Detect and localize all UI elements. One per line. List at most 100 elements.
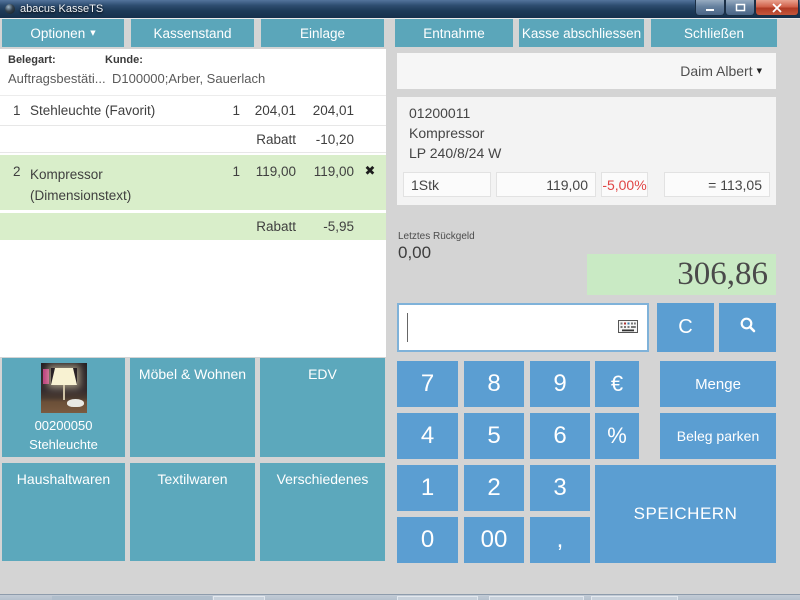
row-name: Stehleuchte (Favorit) [30,103,156,118]
discount-label: Rabatt [256,219,296,234]
category-tile-moebel-wohnen[interactable]: Möbel & Wohnen [130,358,255,457]
product-discount-cell[interactable]: -5,00% [601,172,648,197]
kunde-label: Kunde: [105,54,143,66]
row-total: 119,00 [313,164,354,179]
keyboard-icon[interactable] [618,320,638,338]
favorite-product-tile[interactable]: 00200050 Stehleuchte [2,358,125,457]
minimize-icon [706,9,714,11]
product-photo [40,363,87,413]
search-button[interactable] [719,303,776,352]
row-total: 204,01 [312,103,354,118]
maximize-button[interactable] [725,0,755,16]
category-tile-textilwaren[interactable]: Textilwaren [130,463,255,561]
close-icon [772,2,782,13]
last-change-label: Letztes Rückgeld [398,231,475,242]
remove-row-icon[interactable]: ✖ [364,164,376,179]
category-label: Verschiedenes [276,471,369,487]
total-display: 306,86 [587,254,776,295]
receipt-header: Belegart: Auftragsbestäti... Kunde: D100… [0,49,386,96]
window-title: abacus KasseTS [20,3,104,15]
text-caret [407,313,408,342]
minimize-button[interactable] [695,0,725,16]
taskbar-item[interactable] [591,596,678,600]
category-label: Textilwaren [157,471,228,487]
product-price-cell[interactable]: 119,00 [496,172,596,197]
close-button[interactable] [755,0,799,16]
category-tile-edv[interactable]: EDV [260,358,385,457]
numpad-euro[interactable]: € [595,361,639,407]
last-change-value: 0,00 [398,243,432,262]
belegart-value[interactable]: Auftragsbestäti... [8,71,106,86]
cashier-dropdown[interactable]: Daim Albert ▼ [397,53,776,89]
kunde-value[interactable]: D100000;Arber, Sauerlach [112,71,266,86]
row-pos: 1 [13,103,21,118]
numpad-0[interactable]: 0 [397,517,458,563]
cashier-name: Daim Albert [680,63,753,79]
numpad-percent[interactable]: % [595,413,639,459]
numpad-4[interactable]: 4 [397,413,458,459]
taskbar-item[interactable] [397,596,478,600]
kasse-abschliessen-button[interactable]: Kasse abschliessen [519,19,644,47]
category-tile-verschiedenes[interactable]: Verschiedenes [260,463,385,561]
discount-label: Rabatt [256,131,296,147]
numpad-9[interactable]: 9 [530,361,590,407]
clear-label: C [678,316,693,338]
window-titlebar: abacus KasseTS [0,0,800,19]
kasse-abschliessen-label: Kasse abschliessen [521,25,642,41]
row-name: Kompressor [30,167,103,182]
taskbar-item[interactable] [213,596,265,600]
favorite-product-name: Stehleuchte [29,437,98,452]
schliessen-label: Schließen [683,25,745,41]
clear-button[interactable]: C [657,303,714,352]
product-result-cell: = 113,05 [664,172,770,197]
taskbar-item[interactable] [52,596,212,600]
row-qty: 1 [232,164,240,179]
product-number: 01200011 [409,105,471,121]
row-name-2: (Dimensionstext) [30,188,132,203]
kassenstand-button[interactable]: Kassenstand [131,19,254,47]
row-unit-price: 119,00 [255,164,296,179]
receipt-discount-row[interactable]: Rabatt -10,20 [0,126,386,153]
row-unit-price: 204,01 [254,103,296,118]
menge-button[interactable]: Menge [660,361,776,407]
entnahme-button[interactable]: Entnahme [395,19,513,47]
maximize-icon [735,3,745,12]
search-icon [739,316,757,340]
taskbar [0,594,800,600]
numpad-7[interactable]: 7 [397,361,458,407]
chevron-down-icon: ▼ [756,67,762,75]
product-detail-panel: 01200011 Kompressor LP 240/8/24 W 1Stk 1… [397,97,776,205]
schliessen-button[interactable]: Schließen [651,19,777,47]
receipt-row[interactable]: 1 Stehleuchte (Favorit) 1 204,01 204,01 [0,96,386,126]
einlage-label: Einlage [299,25,346,41]
product-name: Kompressor [409,125,485,141]
category-tile-haushaltwaren[interactable]: Haushaltwaren [2,463,125,561]
numpad-1[interactable]: 1 [397,465,458,511]
receipt-discount-row-selected[interactable]: Rabatt -5,95 [0,213,386,240]
numpad-3[interactable]: 3 [530,465,590,511]
belegart-label: Belegart: [8,54,56,66]
speichern-button[interactable]: SPEICHERN [595,465,776,563]
total-amount: 306,86 [677,256,768,292]
product-qty-cell[interactable]: 1Stk [403,172,491,197]
receipt-panel: Belegart: Auftragsbestäti... Kunde: D100… [0,49,386,357]
einlage-button[interactable]: Einlage [261,19,384,47]
app-icon [5,4,15,14]
numpad-00[interactable]: 00 [464,517,524,563]
optionen-button[interactable]: Optionen ▼ [2,19,124,47]
row-pos: 2 [13,164,21,179]
chevron-down-icon: ▼ [90,29,96,37]
beleg-parken-button[interactable]: Beleg parken [660,413,776,459]
discount-value: -10,20 [315,131,354,147]
scan-input[interactable] [397,303,649,352]
numpad-5[interactable]: 5 [464,413,524,459]
numpad-2[interactable]: 2 [464,465,524,511]
category-label: Haushaltwaren [16,471,111,487]
numpad-6[interactable]: 6 [530,413,590,459]
category-label: Möbel & Wohnen [138,366,247,382]
numpad-comma[interactable]: , [530,517,590,563]
product-spec: LP 240/8/24 W [409,145,502,161]
taskbar-item[interactable] [489,596,584,600]
receipt-row-selected[interactable]: 2 Kompressor (Dimensionstext) 1 119,00 1… [0,155,386,210]
numpad-8[interactable]: 8 [464,361,524,407]
